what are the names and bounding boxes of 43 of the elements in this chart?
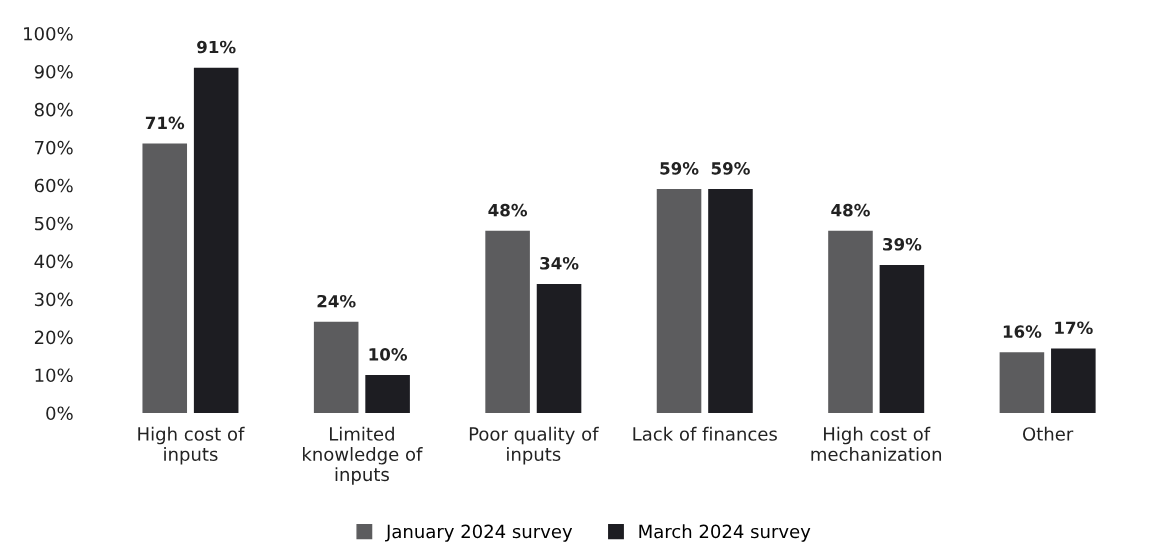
y-tick-label: 0% [46,406,73,421]
bar [485,230,530,413]
data-label: 59% [660,162,699,175]
data-label: 17% [1055,321,1093,335]
bar [879,264,925,413]
data-label: 91% [197,40,236,54]
data-label: 59% [711,162,750,175]
x-tick-label: Limited knowledge of inputs [303,426,423,485]
bar [193,67,239,413]
bar [365,374,410,413]
data-label: 39% [883,237,922,251]
data-label: 71% [145,116,185,130]
y-tick-label: 20% [34,330,73,345]
x-tick-label: Lack of finances [633,426,777,441]
bar [999,352,1045,413]
bar [313,321,359,413]
y-tick-label: 60% [34,178,73,193]
y-tick-label: 70% [35,140,73,155]
x-tick-label: Other [1023,426,1074,441]
data-label: 48% [831,203,870,217]
x-tick-label: High cost of inputs [138,426,245,465]
y-tick-label: 80% [34,102,73,117]
bar [1051,348,1096,413]
data-label: 10% [369,348,408,361]
bar [656,189,702,413]
x-tick-label: High cost of mechanization [811,426,942,461]
x-tick-label: Poor quality of inputs [469,426,599,465]
y-tick-label: 50% [34,216,73,231]
y-tick-label: 10% [35,368,73,383]
y-tick-label: 40% [34,254,73,269]
data-label: 24% [317,294,356,308]
y-tick-label: 30% [34,292,73,307]
legend-label: March 2024 survey [639,524,811,542]
legend-label: January 2024 survey [385,524,573,542]
bar [828,230,873,413]
bar [708,189,753,413]
bar [142,143,188,413]
data-label: 16% [1003,325,1042,338]
data-label: 48% [488,203,528,217]
data-label: 34% [540,256,579,270]
y-tick-label: 100% [24,26,73,41]
y-tick-label: 90% [34,64,73,79]
bar [536,283,582,413]
